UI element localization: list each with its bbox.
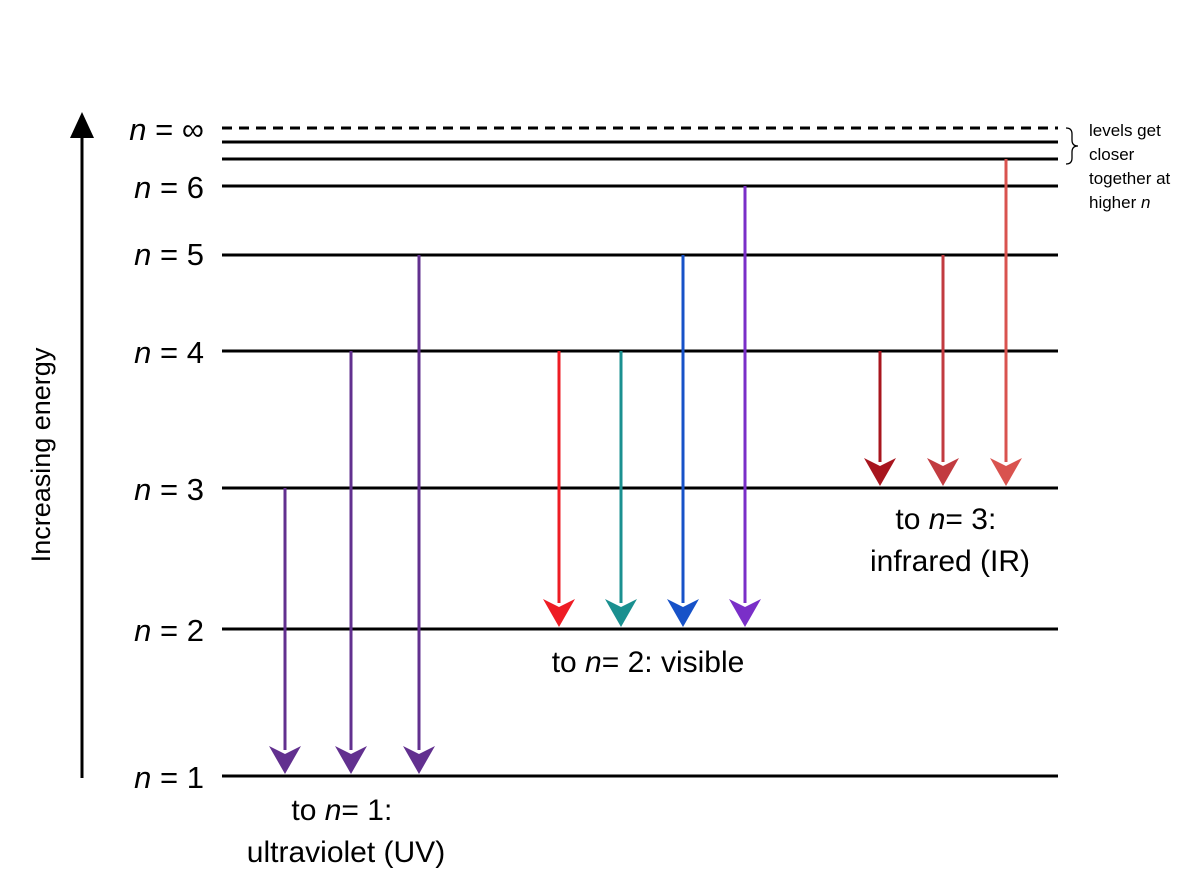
arrow-head (990, 458, 1022, 486)
uv-group-label: to n= 1: ultraviolet (UV) (247, 794, 445, 869)
transition-arrow-n4-to-n2 (543, 351, 575, 627)
transition-arrow-n3-to-n1 (269, 488, 301, 774)
arrow-head (927, 458, 959, 486)
level-label-ninf: n = ∞ (129, 112, 204, 147)
transition-arrow-n5-to-n2 (667, 255, 699, 627)
transition-arrow-n4-to-n3 (864, 351, 896, 486)
arrow-head (269, 746, 301, 774)
arrow-head (335, 746, 367, 774)
transition-arrow-n5-to-n1 (403, 255, 435, 774)
arrow-head (403, 746, 435, 774)
arrow-head (729, 599, 761, 627)
energy-axis-label: Increasing energy (26, 347, 56, 562)
level-label-n5: n = 5 (134, 237, 204, 272)
level-label-n2: n = 2 (134, 613, 204, 648)
ir-group-label: to n= 3: infrared (IR) (870, 503, 1030, 578)
energy-axis-arrowhead (70, 112, 94, 138)
note-text: levels get closer together at higher n (1089, 121, 1175, 212)
visible-group-label: to n= 2: visible (552, 646, 745, 679)
transition-arrow-n7-to-n3 (990, 159, 1022, 486)
level-label-n6: n = 6 (134, 170, 204, 205)
arrow-head (864, 458, 896, 486)
arrow-head (605, 599, 637, 627)
level-label-n1: n = 1 (134, 760, 204, 795)
transition-arrow-n6-to-n2 (729, 186, 761, 627)
transition-arrow-n5-to-n3 (927, 255, 959, 486)
transition-arrow-n4-to-n1 (335, 351, 367, 774)
level-label-n3: n = 3 (134, 472, 204, 507)
level-label-n4: n = 4 (134, 335, 204, 370)
transition-arrows (269, 159, 1022, 774)
transition-arrow-n4-to-n2 (605, 351, 637, 627)
arrow-head (543, 599, 575, 627)
note-brace (1065, 127, 1079, 165)
arrow-head (667, 599, 699, 627)
